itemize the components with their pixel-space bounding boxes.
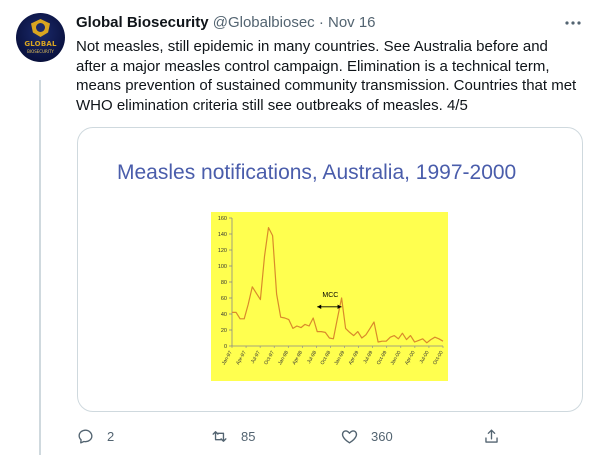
retweet-icon [212, 430, 227, 442]
y-tick-label: 80 [221, 280, 227, 286]
avatar-brand-subtext: BIOSECURITY [27, 49, 54, 54]
x-tick-label: Oct-00 [432, 350, 445, 366]
x-tick-label: Jan-98 [277, 350, 290, 366]
reply-icon [78, 428, 93, 444]
x-tick-label: Jul-98 [306, 350, 318, 365]
x-tick-label: Oct-97 [263, 350, 276, 366]
x-tick-label: Apr-98 [291, 350, 304, 366]
like-count: 360 [371, 428, 393, 444]
handle-and-time[interactable]: @Globalbiosec · Nov 16 [208, 14, 376, 31]
avatar-brand-text: GLOBAL [24, 40, 57, 48]
x-tick-label: Oct-99 [376, 350, 389, 366]
mcc-label: MCC [322, 292, 338, 299]
retweet-button[interactable]: 85 [210, 425, 255, 447]
share-icon [485, 428, 498, 443]
y-tick-label: 120 [218, 248, 227, 254]
avatar[interactable]: GLOBAL BIOSECURITY [16, 13, 65, 62]
heart-icon [341, 429, 358, 444]
y-tick-label: 60 [221, 296, 227, 302]
y-tick-label: 0 [224, 344, 227, 350]
tweet-media-image[interactable]: Measles notifications, Australia, 1997-2… [77, 127, 583, 412]
x-tick-label: Jul-99 [362, 350, 374, 365]
like-button[interactable]: 360 [340, 425, 393, 447]
y-tick-label: 100 [218, 264, 227, 270]
x-tick-label: Apr-99 [348, 350, 361, 366]
x-tick-label: Jan-97 [221, 350, 234, 366]
crest-center [36, 23, 45, 32]
y-tick-label: 40 [221, 312, 227, 318]
x-tick-label: Apr-97 [235, 350, 248, 366]
series-line [232, 227, 444, 344]
tweet-header: Global Biosecurity @Globalbiosec · Nov 1… [76, 14, 376, 32]
reply-count: 2 [107, 428, 115, 444]
display-name[interactable]: Global Biosecurity [76, 14, 209, 31]
x-tick-label: Jan-99 [333, 350, 346, 366]
retweet-count: 85 [241, 428, 256, 444]
x-tick-label: Apr-00 [404, 350, 417, 366]
x-tick-label: Oct-98 [319, 350, 332, 366]
x-tick-label: Jul-97 [250, 350, 262, 365]
mcc-arrow-head-left [317, 304, 322, 309]
y-tick-label: 20 [221, 328, 227, 334]
reply-button[interactable]: 2 [76, 425, 114, 447]
thread-line [39, 80, 41, 455]
share-button[interactable] [482, 425, 501, 447]
x-tick-label: Jul-00 [419, 350, 431, 365]
y-tick-label: 160 [218, 216, 227, 222]
mcc-arrow-head-right [337, 304, 342, 309]
y-tick-label: 140 [218, 232, 227, 238]
chart-area: 0 20 40 60 80 100 120 140 160 Jan-97 Apr-97 Jul-97 O… [211, 212, 448, 381]
more-options-icon[interactable] [562, 12, 584, 34]
slide-title: Measles notifications, Australia, 1997-2… [117, 161, 517, 184]
action-bar: 2 85 360 [76, 425, 576, 447]
tweet-text: Not measles, still epidemic in many coun… [76, 38, 577, 114]
x-tick-label: Jan-00 [390, 350, 403, 366]
